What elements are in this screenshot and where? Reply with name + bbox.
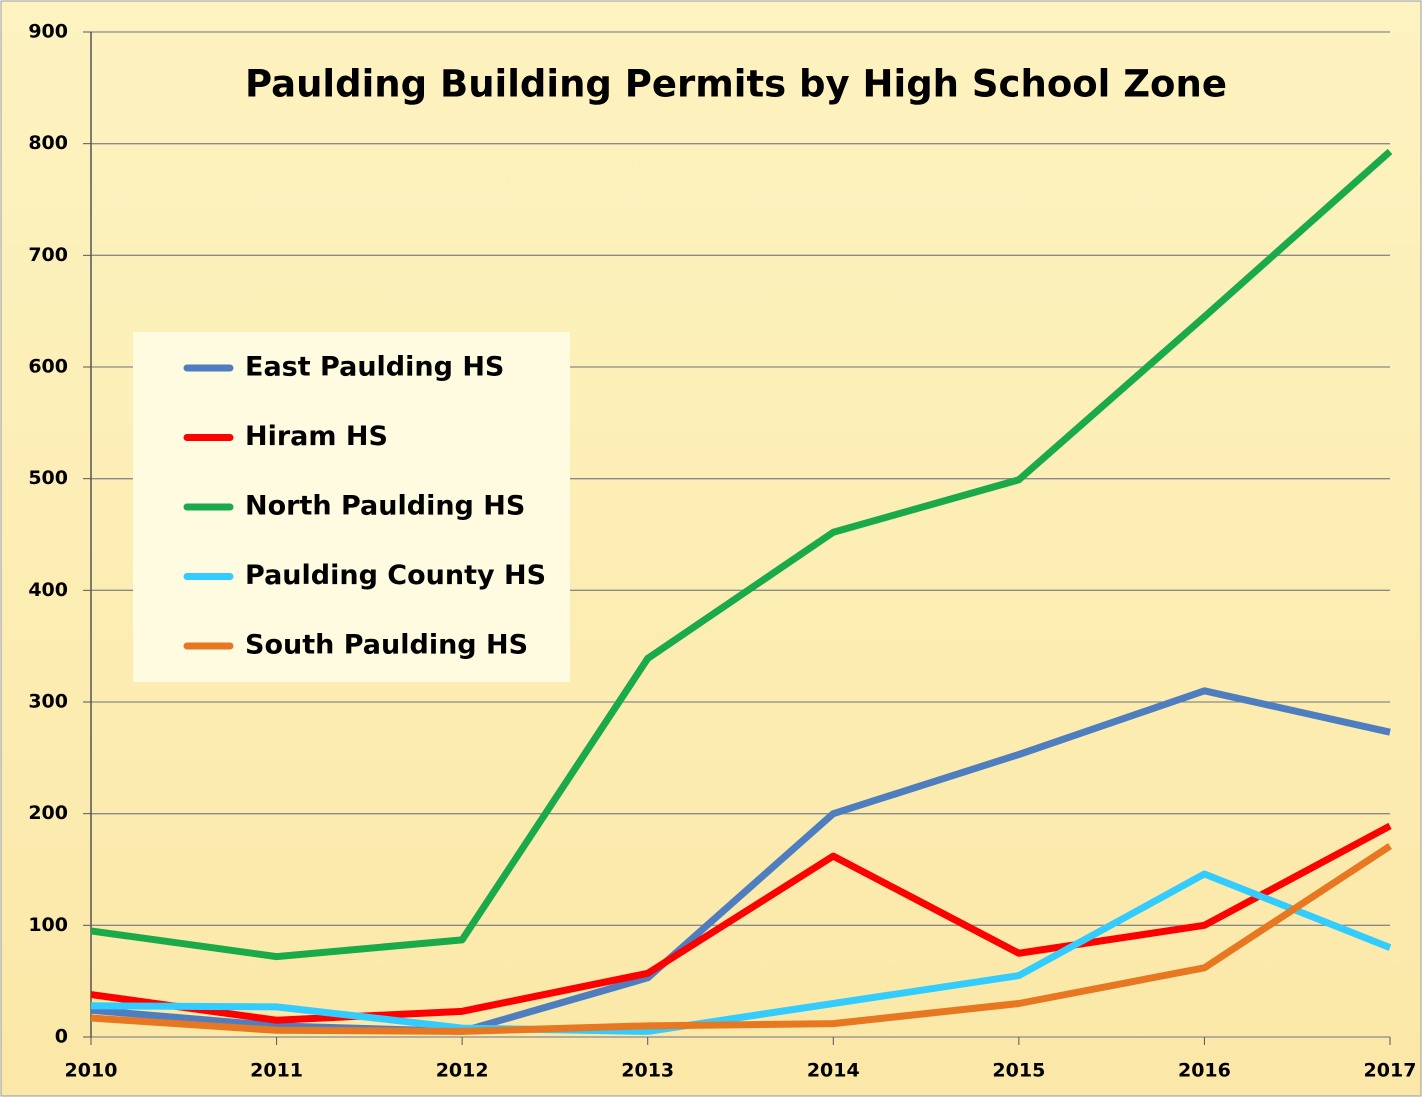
- x-tick-label: 2011: [250, 1060, 303, 1082]
- y-tick-label: 600: [28, 356, 68, 378]
- legend-label: Hiram HS: [245, 421, 388, 452]
- y-tick-label: 700: [28, 244, 68, 266]
- legend-label: North Paulding HS: [245, 491, 525, 522]
- series-line: [90, 822, 1392, 1024]
- y-tick-label: 100: [28, 914, 68, 936]
- y-tick-label: 0: [55, 1026, 68, 1048]
- y-tick-label: 800: [28, 132, 68, 154]
- y-tick-label: 500: [28, 467, 68, 489]
- x-tick-label: 2013: [621, 1060, 674, 1082]
- series-line: [90, 843, 1392, 1035]
- legend-label: Paulding County HS: [245, 560, 546, 591]
- series-line: [90, 687, 1391, 1035]
- chart-title: Paulding Building Permits by High School…: [245, 63, 1227, 106]
- x-tick-label: 2010: [65, 1060, 118, 1082]
- series-line: [90, 870, 1392, 1035]
- x-tick-label: 2014: [807, 1060, 860, 1082]
- legend-label: East Paulding HS: [245, 352, 504, 383]
- y-tick-label: 300: [28, 691, 68, 713]
- y-tick-label: 400: [28, 579, 68, 601]
- x-tick-label: 2015: [992, 1060, 1045, 1082]
- y-tick-label: 200: [28, 802, 68, 824]
- x-tick-label: 2012: [436, 1060, 489, 1082]
- series-line: [90, 148, 1393, 961]
- x-tick-label: 2016: [1178, 1060, 1231, 1082]
- legend-label: South Paulding HS: [245, 630, 528, 661]
- y-tick-label: 900: [28, 21, 68, 43]
- x-tick-label: 2017: [1364, 1060, 1417, 1082]
